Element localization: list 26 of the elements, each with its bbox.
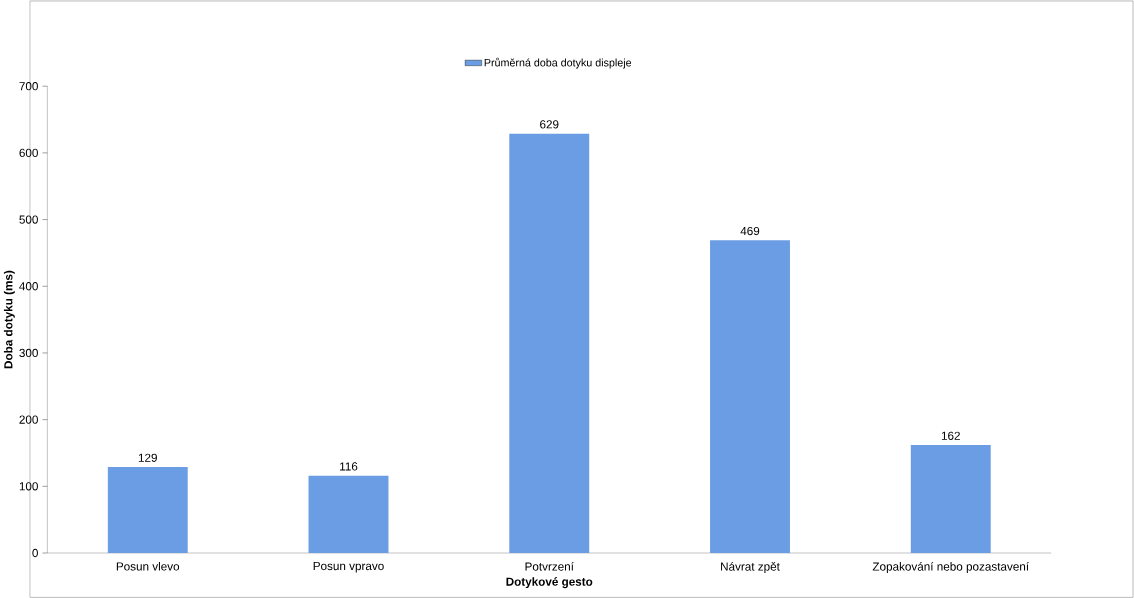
x-axis-title: Dotykové gesto	[506, 576, 593, 588]
x-tick-label: Posun vlevo	[116, 561, 180, 571]
y-tick-label: 300	[19, 348, 38, 357]
x-tick-label: Návrat zpět	[721, 561, 780, 573]
x-tick-label: Potvrzení	[525, 561, 574, 571]
bar	[308, 475, 389, 553]
data-label: 162	[941, 431, 960, 440]
y-axis-title: Doba dotyku (ms)	[3, 270, 15, 369]
x-tick-label: Zopakování nebo pozastavení	[872, 561, 1030, 573]
bar	[107, 466, 188, 553]
data-label: 116	[340, 462, 358, 471]
y-tick-label: 400	[19, 281, 38, 291]
y-tick-label: 100	[19, 482, 38, 491]
x-tick-label: Posun vpravo	[313, 561, 384, 573]
bar	[710, 240, 790, 553]
y-tick-label: 0	[32, 548, 38, 557]
data-label: 469	[740, 226, 760, 236]
y-tick-label: 500	[19, 215, 38, 224]
data-label: 629	[540, 120, 559, 129]
legend-label: Průměrná doba dotyku displeje	[484, 57, 632, 69]
y-tick-label: 200	[19, 415, 38, 424]
y-tick-label: 600	[19, 148, 38, 157]
bar	[509, 133, 590, 553]
data-label: 129	[138, 453, 157, 462]
y-tick-label: 700	[19, 81, 38, 91]
bar	[910, 444, 991, 553]
